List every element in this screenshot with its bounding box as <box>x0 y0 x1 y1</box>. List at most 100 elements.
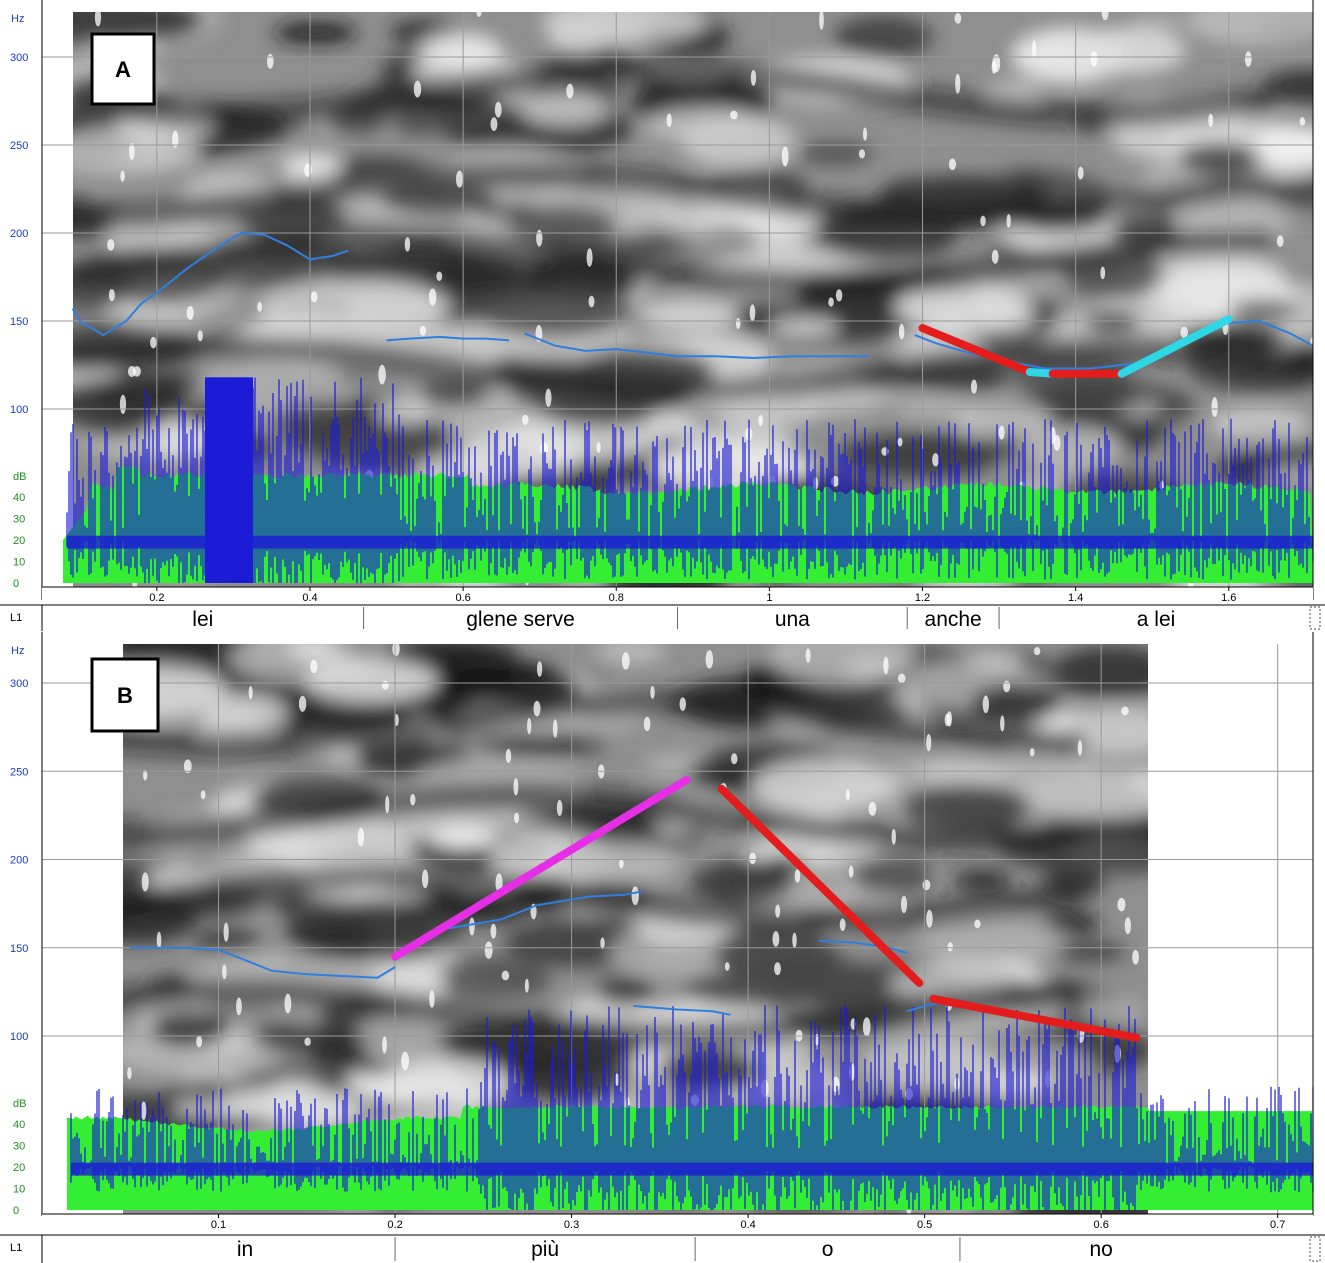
spectrogram-speckle <box>476 12 482 17</box>
tier-scroll-handle <box>1309 1236 1321 1262</box>
spectrogram-speckle <box>954 12 962 24</box>
hz-tick-label: 200 <box>10 855 28 867</box>
spectrogram-speckle <box>947 942 953 952</box>
spectrogram-speckle <box>494 101 502 118</box>
stylized-pitch-line-2 <box>717 784 924 988</box>
spectrogram-speckle <box>758 414 764 427</box>
spectrogram-blob <box>652 818 694 839</box>
spectrogram-speckle <box>946 711 953 727</box>
hz-tick-label: 250 <box>10 766 28 778</box>
spectrogram-speckle <box>1121 706 1129 716</box>
spectrogram-speckle <box>1032 40 1037 58</box>
spectrogram-blob <box>894 395 978 420</box>
spectrogram-blob <box>274 21 358 45</box>
spectrogram-speckle <box>926 734 932 752</box>
spectrogram-blob <box>1078 997 1146 1023</box>
spectrogram-speckle <box>828 297 834 307</box>
spectrogram-speckle <box>619 859 624 869</box>
spectrogram-blob <box>373 399 434 425</box>
x-tick-label: 0.2 <box>149 592 164 604</box>
x-tick-label: 1 <box>766 592 772 604</box>
pitch-contour-2 <box>447 890 643 930</box>
spectrogram-blob <box>714 859 778 884</box>
spectrogram-speckle <box>128 142 135 161</box>
spectrogram-speckle <box>858 149 866 159</box>
spectrogram-blob <box>844 654 900 682</box>
spectrogram-speckle <box>970 379 978 394</box>
spectrogram-speckle <box>839 918 846 931</box>
spectrogram-speckle <box>883 656 889 675</box>
hz-tick-label: 250 <box>10 140 28 152</box>
hz-unit-label: Hz <box>11 13 24 25</box>
db-tick-label: 0 <box>13 1205 19 1217</box>
spectrogram-blob <box>1051 645 1148 699</box>
hz-tick-label: 300 <box>10 52 28 64</box>
spectrogram-speckle <box>862 1017 871 1037</box>
spectrogram-blob <box>861 1036 997 1093</box>
spectrogram-speckle <box>143 769 148 781</box>
spectrogram-speckle <box>1003 680 1011 693</box>
x-tick-label: 0.6 <box>455 592 470 604</box>
spectrogram-blob <box>287 644 340 658</box>
segment-label: a lei <box>1137 608 1176 631</box>
spectrogram-speckle <box>566 83 574 99</box>
spectrogram-blob <box>303 658 439 703</box>
spectrogram-speckle <box>596 441 601 454</box>
spectrogram-speckle <box>410 794 416 806</box>
spectrogram-blob <box>472 287 633 337</box>
spectrogram-blob <box>1130 13 1186 32</box>
panel-label: B <box>117 683 133 708</box>
spectrogram-blob <box>1054 940 1127 963</box>
spectrogram-blob <box>751 758 895 815</box>
spectrogram-speckle <box>1077 740 1083 756</box>
stylized-pitch-line-1 <box>918 324 1034 377</box>
spectrogram-speckle <box>382 1036 387 1054</box>
spectrogram-blob <box>366 918 430 944</box>
x-tick-label: 0.3 <box>564 1219 579 1231</box>
spectrogram-blob <box>708 772 750 793</box>
spectrogram-speckle <box>922 879 931 891</box>
spectrogram-speckle <box>1180 326 1189 339</box>
spectrogram-speckle <box>835 289 843 302</box>
spectrogram-speckle <box>556 799 563 816</box>
tier-background <box>0 605 1325 631</box>
spectrogram-speckle <box>222 964 227 980</box>
spectrogram-speckle <box>586 248 593 267</box>
spectrogram-blob <box>971 683 1062 724</box>
x-tick-label: 1.2 <box>915 592 930 604</box>
spectrogram-blob <box>451 432 580 479</box>
formant-band <box>73 57 1275 128</box>
spectrogram-blob <box>894 284 1032 330</box>
hz-tick-label: 200 <box>10 228 28 240</box>
formant-band <box>73 161 1275 231</box>
spectrogram-blob <box>1066 704 1148 759</box>
spectrogram-speckle <box>552 719 558 738</box>
spectrogram-speckle <box>1090 50 1098 67</box>
spectrogram-speckle <box>119 394 127 415</box>
spectrogram-blob <box>954 402 1054 439</box>
spectrogram-speckle <box>1006 214 1011 228</box>
spectrogram-blob <box>1267 178 1313 209</box>
x-tick-label: 0.4 <box>302 592 317 604</box>
spectrogram-speckle <box>891 828 896 845</box>
spectrogram-speckle <box>248 686 253 699</box>
spectrogram-speckle <box>926 909 933 928</box>
spectrogram-speckle <box>385 795 390 814</box>
spectrogram-speckle <box>735 317 741 330</box>
spectrogram-speckle <box>107 239 115 251</box>
spectrogram-speckle <box>730 110 738 120</box>
spectrogram-speckle <box>455 170 464 188</box>
x-tick-label: 0.2 <box>387 1219 402 1231</box>
formant-band <box>123 782 1085 852</box>
spectrogram-speckle <box>1132 950 1139 965</box>
pitch-contour-2 <box>386 335 510 342</box>
spectrogram-speckle <box>1033 647 1041 656</box>
panel-label-box <box>90 657 160 733</box>
segment-label: lei <box>192 608 213 631</box>
spectrogram-speckle <box>266 53 274 69</box>
spectrogram-speckle <box>197 330 203 342</box>
hz-tick-label: 150 <box>10 316 28 328</box>
spectrogram-speckle <box>223 922 229 942</box>
spectrogram-speckle <box>236 997 242 1016</box>
spectrogram-blob <box>281 152 343 181</box>
